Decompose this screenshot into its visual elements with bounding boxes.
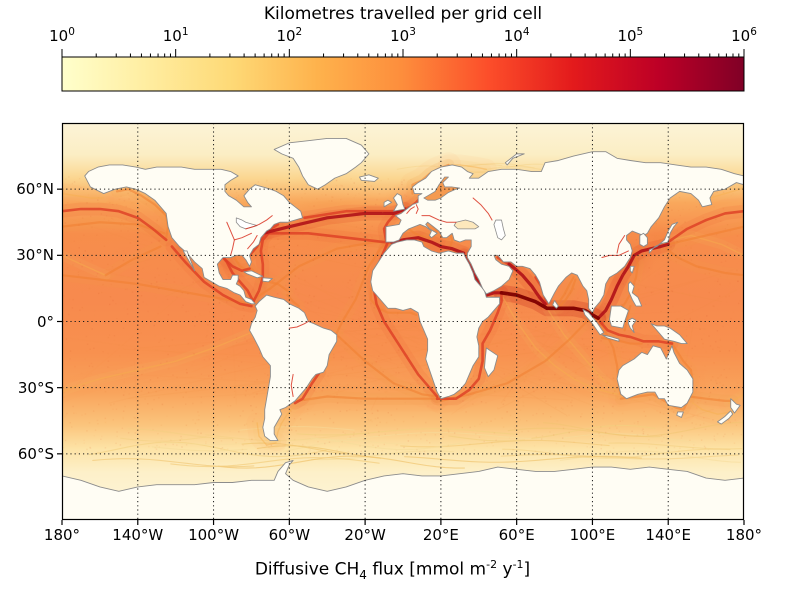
lat-tick-label: 60°S <box>17 444 54 463</box>
lat-tick-label: 0° <box>36 312 54 331</box>
colorbar-tick-label: 101 <box>162 26 189 45</box>
caption-subscript: 4 <box>359 568 367 583</box>
lon-tick-label: 60°E <box>498 526 535 544</box>
caption-text: flux [mmol m <box>366 559 487 580</box>
lon-tick-label: 140°W <box>112 526 164 544</box>
caption-text: Diffusive CH <box>254 559 360 580</box>
lat-tick-label: 30°N <box>16 246 54 265</box>
lon-tick-label: 100°E <box>569 526 616 544</box>
colorbar-tick-label: 106 <box>731 26 757 45</box>
caption-text: y <box>497 559 513 580</box>
lon-tick-label: 180° <box>725 526 763 544</box>
colorbar-title: Kilometres travelled per grid cell <box>263 4 543 24</box>
lat-tick-label: 30°S <box>17 378 54 397</box>
colorbar <box>61 49 745 92</box>
colorbar-tick-label: 100 <box>49 26 75 45</box>
x-axis-caption: Diffusive CH4 flux [mmol m-2 y-1] <box>0 558 785 582</box>
caption-text: ] <box>523 559 531 580</box>
lon-tick-label: 20°E <box>422 526 459 544</box>
lon-tick-label: 180° <box>43 526 81 544</box>
colorbar-tick-label: 103 <box>390 26 416 45</box>
colorbar-tick-label: 105 <box>617 26 644 45</box>
lon-tick-label: 140°E <box>645 526 692 544</box>
lon-tick-label: 100°W <box>188 526 240 544</box>
caption-superscript: -1 <box>512 558 524 571</box>
world-map-canvas <box>62 123 744 520</box>
caption-superscript: -2 <box>486 558 498 571</box>
colorbar-tick-label: 102 <box>276 26 303 45</box>
lat-tick-label: 60°N <box>16 180 54 199</box>
colorbar-tick-label: 104 <box>503 26 530 45</box>
lon-tick-label: 60°W <box>268 526 311 544</box>
lon-tick-label: 20°W <box>344 526 386 544</box>
